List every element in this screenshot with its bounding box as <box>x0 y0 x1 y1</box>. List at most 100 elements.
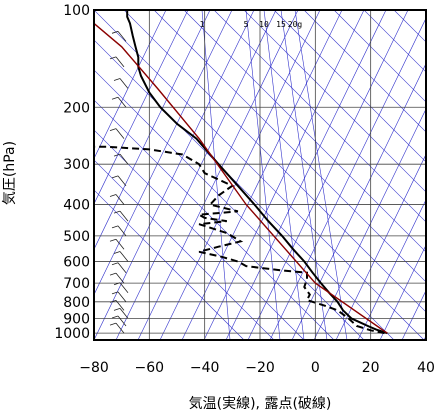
x-tick-label: −80 <box>79 360 109 376</box>
temperature-guide-line <box>94 10 189 205</box>
wind-barb-flag <box>109 299 117 303</box>
temperature-guide-line <box>137 10 299 340</box>
wind-barb-flag <box>109 194 117 197</box>
dry-adiabat-line <box>243 10 426 193</box>
wind-barb-flag <box>113 210 121 214</box>
temperature-guide-line <box>401 289 426 340</box>
wind-barb <box>115 239 125 250</box>
temperature-guide-line <box>159 10 321 340</box>
temperature-line <box>126 10 388 335</box>
mixing-ratio-label: 5 <box>244 20 249 29</box>
wind-barb-flag <box>111 291 119 295</box>
dry-adiabat-line <box>183 10 426 253</box>
temperature-guide-line <box>94 10 255 340</box>
y-tick-label: 500 <box>63 229 90 245</box>
wind-barb <box>115 194 125 205</box>
wind-barb <box>127 10 128 11</box>
y-tick-label: 700 <box>63 276 90 292</box>
y-axis-title: 気圧(hPa) <box>2 141 18 205</box>
wind-barb <box>115 322 125 334</box>
y-tick-label: 200 <box>63 100 90 116</box>
mixing-ratio-label: 20g <box>288 20 303 29</box>
x-tick-labels: −80 −60 −40 −20 0 20 40 <box>79 360 435 376</box>
x-tick-label: 0 <box>311 360 320 376</box>
wind-barb <box>115 272 125 284</box>
wind-barb-flag <box>109 56 117 60</box>
x-tick-label: −60 <box>135 360 165 376</box>
x-tick-label: 40 <box>417 360 435 376</box>
y-tick-label: 400 <box>63 198 90 214</box>
dry-adiabat-line <box>94 159 275 340</box>
temperature-guide-line <box>225 10 387 340</box>
temperature-guide-line <box>313 108 426 340</box>
x-tick-label: −20 <box>245 360 275 376</box>
wind-barbs <box>109 0 129 334</box>
wind-barb <box>119 308 129 319</box>
dry-adiabat-line <box>94 10 425 340</box>
mixing-ratio-line <box>263 10 305 340</box>
wind-barb-flag <box>113 78 121 81</box>
dry-adiabat-line <box>273 10 426 163</box>
mixing-ratio-line <box>294 10 348 340</box>
temperature-guide-line <box>379 244 426 340</box>
mixing-ratio-label: 15 <box>276 20 286 29</box>
wind-barb-flag <box>111 225 119 229</box>
wind-barb-flag <box>111 262 119 266</box>
dry-adiabat-line <box>94 69 365 340</box>
y-tick-label: 800 <box>63 295 90 311</box>
dry-adiabat-line <box>393 10 426 43</box>
temperature-guide-line <box>94 10 211 250</box>
wind-barb-flag <box>109 128 117 131</box>
temperature-guide-line <box>115 10 277 340</box>
y-tick-label: 600 <box>63 254 90 270</box>
wind-barb-flag <box>109 322 117 326</box>
wind-barb-flag <box>113 251 121 254</box>
x-tick-label: −40 <box>190 360 220 376</box>
wind-barb <box>117 175 127 187</box>
temperature-guide-line <box>247 10 409 340</box>
wind-barb <box>119 251 129 262</box>
wind-barb-flag <box>113 282 121 286</box>
wind-barb <box>119 78 129 89</box>
plot-frame <box>93 9 427 341</box>
dry-adiabat-line <box>94 99 335 340</box>
wind-barb <box>117 315 127 327</box>
wind-barb-flag <box>109 272 117 276</box>
dry-adiabat-line <box>333 10 426 103</box>
wind-barb-flag <box>109 238 117 242</box>
wind-barb-flag <box>111 30 119 34</box>
dry-adiabat-line <box>363 10 426 73</box>
dry-adiabat-line <box>153 10 426 283</box>
y-tick-label: 1000 <box>54 326 90 342</box>
mixing-ratio-line <box>245 10 281 340</box>
wind-barb <box>117 291 127 303</box>
dry-adiabat-line <box>213 10 426 223</box>
temperature-guide-line <box>335 153 426 340</box>
mixing-ratio-line <box>280 10 328 340</box>
temperature-guide-line <box>94 10 233 296</box>
wind-barb-flag <box>111 175 119 179</box>
y-tick-label: 300 <box>63 157 90 173</box>
wind-barb <box>119 282 129 294</box>
x-axis-title: 気温(実線), 露点(破線) <box>189 396 332 412</box>
guide-lines <box>94 10 426 340</box>
temperature-guide-line <box>357 199 426 340</box>
wind-barb <box>115 300 125 311</box>
wind-barb-flag <box>111 315 119 319</box>
mixing-ratio-labels: 1 5 10 15 20g <box>200 20 303 29</box>
mixing-ratio-label: 10 <box>259 20 269 29</box>
profile-lines <box>94 10 388 335</box>
dry-adiabat-line <box>123 10 426 313</box>
temperature-guide-line <box>94 10 167 160</box>
wind-barb-flag <box>113 153 121 157</box>
wind-barb <box>115 128 125 139</box>
wind-barb <box>117 97 127 108</box>
wind-barb <box>117 262 127 273</box>
wind-barb-flag <box>114 0 120 2</box>
mixing-ratio-line <box>201 10 231 340</box>
wind-barb <box>117 31 127 42</box>
parcel-line <box>94 22 388 334</box>
wind-barb-flag <box>111 96 119 100</box>
